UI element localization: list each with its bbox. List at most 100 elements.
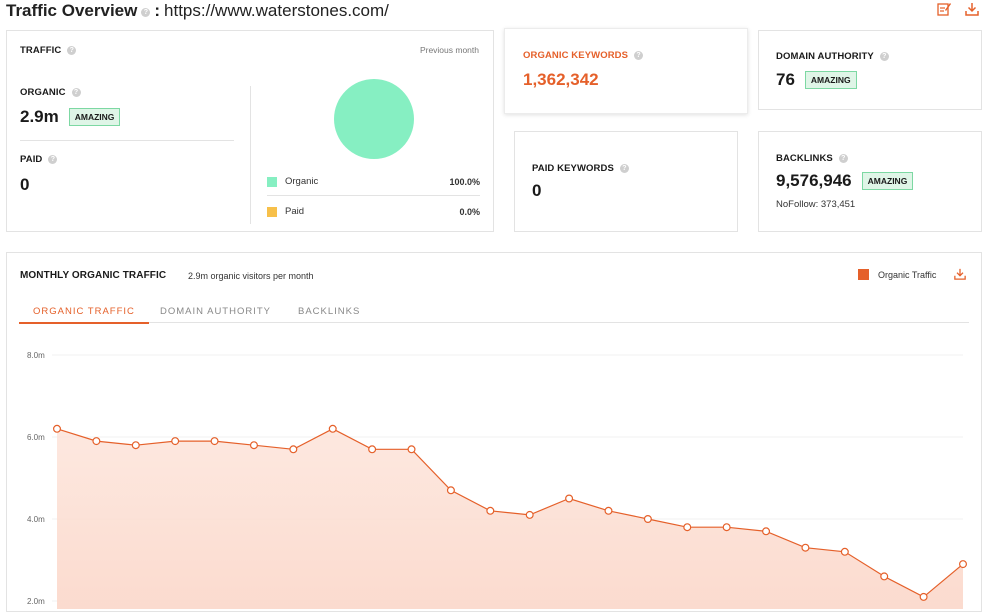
data-point-6[interactable] — [289, 445, 298, 454]
data-point-17[interactable] — [722, 523, 731, 532]
monthly-traffic-subtitle: 2.9m organic visitors per month — [188, 271, 314, 281]
data-point-22[interactable] — [919, 592, 928, 601]
data-point-19[interactable] — [801, 543, 810, 552]
data-point-14[interactable] — [604, 506, 613, 515]
tab-backlinks[interactable]: BACKLINKS — [298, 306, 361, 317]
y-tick-label: 6.0m — [27, 433, 45, 442]
domain-authority-badge: AMAZING — [804, 71, 857, 89]
traffic-pie-chart — [334, 79, 414, 159]
help-icon[interactable]: ? — [71, 88, 81, 97]
nofollow-count: NoFollow: 373,451 — [776, 199, 856, 210]
edit-note-icon[interactable] — [937, 2, 951, 16]
backlinks-label: BACKLINKS ? — [776, 153, 848, 164]
legend-paid-name: Paid — [285, 206, 305, 217]
data-point-2[interactable] — [131, 441, 140, 450]
monthly-traffic-card: MONTHLY ORGANIC TRAFFIC 2.9m organic vis… — [6, 252, 982, 612]
data-point-3[interactable] — [171, 437, 180, 446]
domain-authority-value: 76 — [776, 70, 795, 89]
organic-label-text: ORGANIC — [20, 87, 66, 98]
area-fill — [57, 428, 963, 609]
data-point-12[interactable] — [525, 510, 534, 519]
domain-authority-value-row: 76 AMAZING — [776, 70, 857, 90]
data-point-8[interactable] — [368, 445, 377, 454]
help-icon[interactable]: ? — [838, 154, 848, 163]
divider — [267, 195, 480, 196]
help-icon[interactable]: ? — [879, 52, 889, 61]
y-tick-label: 8.0m — [27, 351, 45, 360]
data-point-21[interactable] — [880, 572, 889, 581]
download-icon[interactable] — [954, 267, 966, 285]
data-point-10[interactable] — [446, 486, 455, 495]
backlinks-value-row: 9,576,946 AMAZING — [776, 171, 914, 191]
data-point-1[interactable] — [92, 437, 101, 446]
data-point-7[interactable] — [328, 424, 337, 433]
data-point-5[interactable] — [249, 441, 258, 450]
backlinks-badge: AMAZING — [861, 172, 914, 190]
data-point-11[interactable] — [486, 506, 495, 515]
divider — [250, 86, 251, 224]
header-actions — [937, 2, 979, 16]
legend-organic-percent: 100.0% — [449, 176, 480, 187]
chart-legend: Organic Traffic — [858, 269, 936, 280]
help-icon[interactable]: ? — [619, 164, 629, 173]
organic-badge: AMAZING — [68, 108, 121, 126]
y-tick-label: 2.0m — [27, 597, 45, 606]
organic-keywords-value: 1,362,342 — [523, 70, 599, 89]
data-point-16[interactable] — [683, 523, 692, 532]
paid-value: 0 — [20, 175, 30, 194]
backlinks-card: BACKLINKS ? 9,576,946 AMAZING NoFollow: … — [758, 131, 982, 232]
organic-keywords-card: ORGANIC KEYWORDS ? 1,362,342 — [504, 28, 748, 114]
period-label: Previous month — [419, 45, 479, 55]
help-icon[interactable]: ? — [634, 51, 644, 60]
data-point-4[interactable] — [210, 437, 219, 446]
title-separator: : — [154, 1, 161, 20]
legend-paid-percent: 0.0% — [459, 206, 480, 217]
organic-value-row: 2.9m AMAZING — [20, 107, 121, 127]
tab-domain-authority[interactable]: DOMAIN AUTHORITY — [160, 306, 272, 317]
domain-url: https://www.waterstones.com/ — [164, 1, 389, 20]
backlinks-label-text: BACKLINKS — [776, 153, 833, 164]
download-icon[interactable] — [965, 2, 979, 16]
data-point-13[interactable] — [565, 494, 574, 503]
data-point-23[interactable] — [958, 560, 967, 569]
monthly-traffic-title: MONTHLY ORGANIC TRAFFIC — [20, 270, 167, 281]
organic-traffic-chart: 8.0m 6.0m 4.0m 2.0m — [27, 351, 967, 609]
domain-authority-label: DOMAIN AUTHORITY ? — [776, 51, 889, 62]
traffic-card: TRAFFIC ? Previous month ORGANIC ? 2.9m … — [6, 30, 494, 232]
data-point-18[interactable] — [762, 527, 771, 536]
help-icon[interactable]: ? — [48, 155, 58, 164]
domain-authority-label-text: DOMAIN AUTHORITY — [776, 51, 874, 62]
legend-organic: Organic 100.0% — [267, 176, 480, 187]
legend-swatch — [858, 269, 869, 280]
paid-keywords-card: PAID KEYWORDS ? 0 — [514, 131, 738, 232]
legend-organic-name: Organic — [285, 176, 319, 187]
page-title: Traffic Overview ? : https://www.waterst… — [6, 0, 389, 22]
data-point-15[interactable] — [643, 515, 652, 524]
help-icon[interactable]: ? — [141, 7, 151, 17]
paid-keywords-label-text: PAID KEYWORDS — [532, 163, 614, 174]
paid-keywords-label: PAID KEYWORDS ? — [532, 163, 629, 174]
domain-authority-card: DOMAIN AUTHORITY ? 76 AMAZING — [758, 30, 982, 110]
page-title-text: Traffic Overview — [6, 1, 138, 20]
organic-value: 2.9m — [20, 107, 59, 126]
divider — [20, 140, 234, 141]
legend-paid: Paid 0.0% — [267, 206, 480, 217]
y-tick-label: 4.0m — [27, 515, 45, 524]
paid-swatch — [267, 206, 277, 217]
traffic-label-text: TRAFFIC — [20, 45, 62, 56]
organic-keywords-label-text: ORGANIC KEYWORDS — [523, 50, 629, 61]
series-line-organic-traffic — [56, 428, 964, 598]
backlinks-value: 9,576,946 — [776, 171, 852, 190]
organic-swatch — [267, 176, 277, 187]
chart-tabs: ORGANIC TRAFFIC DOMAIN AUTHORITY BACKLIN… — [19, 306, 969, 324]
legend-label: Organic Traffic — [878, 269, 937, 280]
data-point-9[interactable] — [407, 445, 416, 454]
paid-keywords-value: 0 — [532, 181, 542, 200]
data-point-20[interactable] — [840, 547, 849, 556]
help-icon[interactable]: ? — [67, 46, 77, 55]
paid-label: PAID ? — [20, 154, 58, 165]
traffic-label: TRAFFIC ? — [20, 45, 77, 56]
data-point-0[interactable] — [52, 424, 61, 433]
organic-keywords-label: ORGANIC KEYWORDS ? — [523, 50, 644, 61]
tab-organic-traffic[interactable]: ORGANIC TRAFFIC — [19, 306, 149, 324]
